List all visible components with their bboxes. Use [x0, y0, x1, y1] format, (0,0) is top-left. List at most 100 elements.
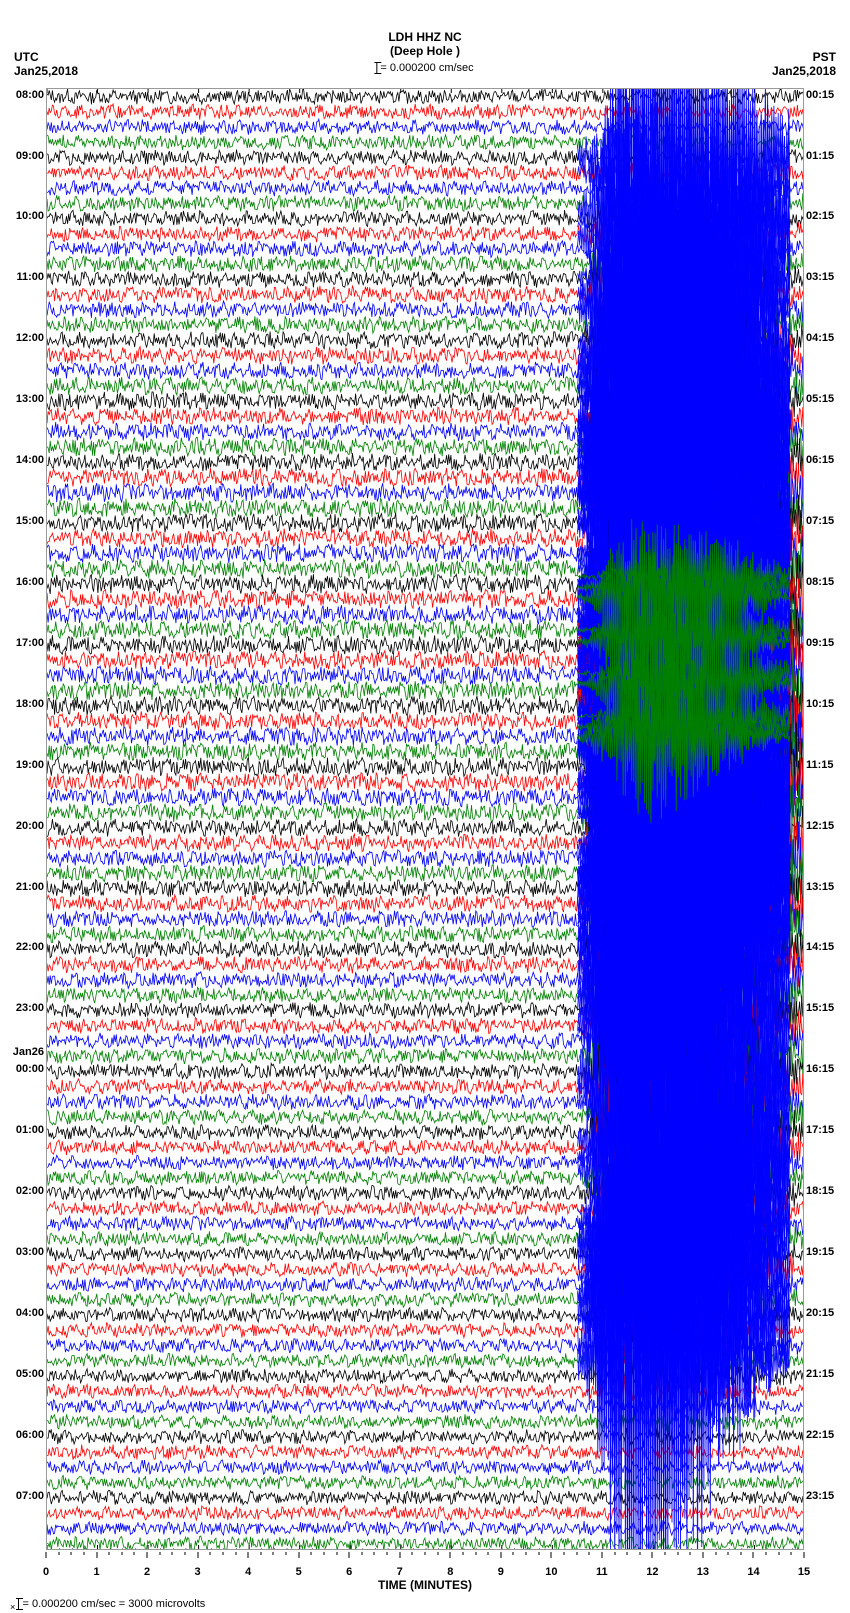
right-time-label: 17:15 [806, 1125, 834, 1136]
x-tick-mark [652, 1552, 653, 1558]
right-time-label: 06:15 [806, 455, 834, 466]
left-time-label: 04:00 [16, 1308, 44, 1319]
left-time-label: 19:00 [16, 760, 44, 771]
x-tick-mark [96, 1552, 97, 1558]
x-minor-tick [336, 1552, 337, 1555]
date-left: Jan25,2018 [14, 64, 78, 78]
right-time-labels: 00:1501:1502:1503:1504:1505:1506:1507:15… [804, 88, 850, 1550]
x-tick-label: 7 [397, 1566, 403, 1578]
tz-left: UTC [14, 50, 78, 64]
right-time-label: 15:15 [806, 1003, 834, 1014]
left-time-label: 02:00 [16, 1186, 44, 1197]
right-time-label: 02:15 [806, 211, 834, 222]
x-minor-tick [71, 1552, 72, 1555]
x-minor-tick [766, 1552, 767, 1555]
right-time-label: 22:15 [806, 1430, 834, 1441]
x-minor-tick [576, 1552, 577, 1555]
x-minor-tick [134, 1552, 135, 1555]
x-tick-label: 6 [346, 1566, 352, 1578]
scale-text: = 0.000200 cm/sec [380, 62, 473, 74]
right-time-label: 09:15 [806, 638, 834, 649]
right-time-label: 11:15 [806, 760, 834, 771]
right-time-label: 23:15 [806, 1491, 834, 1502]
x-tick-mark [450, 1552, 451, 1558]
right-time-label: 00:15 [806, 90, 834, 101]
tz-right: PST [772, 50, 836, 64]
x-minor-tick [121, 1552, 122, 1555]
station-title: LDH HHZ NC (Deep Hole ) [388, 30, 461, 58]
x-tick-mark [702, 1552, 703, 1558]
left-time-label: 05:00 [16, 1369, 44, 1380]
right-time-label: 19:15 [806, 1247, 834, 1258]
left-time-label: 06:00 [16, 1430, 44, 1441]
x-tick-mark [46, 1552, 47, 1558]
x-minor-tick [387, 1552, 388, 1555]
left-time-label: 08:00 [16, 90, 44, 101]
left-time-label: 18:00 [16, 699, 44, 710]
x-tick-label: 0 [43, 1566, 49, 1578]
x-tick-label: 14 [747, 1566, 759, 1578]
left-time-label: 13:00 [16, 394, 44, 405]
x-minor-tick [437, 1552, 438, 1555]
x-minor-tick [639, 1552, 640, 1555]
x-minor-tick [222, 1552, 223, 1555]
x-minor-tick [83, 1552, 84, 1555]
x-tick-mark [551, 1552, 552, 1558]
right-time-label: 12:15 [806, 821, 834, 832]
left-time-label: 10:00 [16, 211, 44, 222]
x-tick-mark [399, 1552, 400, 1558]
x-minor-tick [260, 1552, 261, 1555]
x-axis-label: TIME (MINUTES) [46, 1578, 804, 1592]
x-minor-tick [690, 1552, 691, 1555]
x-minor-tick [273, 1552, 274, 1555]
x-tick-label: 15 [798, 1566, 810, 1578]
x-minor-tick [475, 1552, 476, 1555]
x-minor-tick [526, 1552, 527, 1555]
x-minor-tick [728, 1552, 729, 1555]
x-tick-label: 5 [296, 1566, 302, 1578]
x-minor-tick [627, 1552, 628, 1555]
left-time-label: 03:00 [16, 1247, 44, 1258]
x-minor-tick [488, 1552, 489, 1555]
x-minor-tick [172, 1552, 173, 1555]
x-minor-tick [462, 1552, 463, 1555]
x-tick-label: 11 [596, 1566, 608, 1578]
left-time-label: 14:00 [16, 455, 44, 466]
x-minor-tick [184, 1552, 185, 1555]
x-axis: TIME (MINUTES) 0123456789101112131415 [46, 1552, 804, 1592]
x-minor-tick [677, 1552, 678, 1555]
x-minor-tick [311, 1552, 312, 1555]
x-tick-label: 9 [498, 1566, 504, 1578]
footer-scale: × = 0.000200 cm/sec = 3000 microvolts [10, 1598, 205, 1612]
x-minor-tick [791, 1552, 792, 1555]
left-time-label: 00:00 [16, 1064, 44, 1075]
top-left-header: UTC Jan25,2018 [14, 50, 78, 78]
right-time-label: 04:15 [806, 333, 834, 344]
x-minor-tick [665, 1552, 666, 1555]
x-minor-tick [235, 1552, 236, 1555]
x-minor-tick [159, 1552, 160, 1555]
right-time-label: 03:15 [806, 272, 834, 283]
x-tick-mark [147, 1552, 148, 1558]
seismogram-svg [47, 89, 804, 1550]
x-minor-tick [513, 1552, 514, 1555]
x-minor-tick [778, 1552, 779, 1555]
x-tick-label: 2 [144, 1566, 150, 1578]
date-break-label: Jan26 [13, 1047, 44, 1058]
x-tick-mark [349, 1552, 350, 1558]
x-tick-mark [248, 1552, 249, 1558]
right-time-label: 18:15 [806, 1186, 834, 1197]
left-time-label: 12:00 [16, 333, 44, 344]
scale-bar-icon [18, 1598, 19, 1610]
x-minor-tick [412, 1552, 413, 1555]
x-tick-label: 13 [697, 1566, 709, 1578]
left-time-label: 20:00 [16, 821, 44, 832]
left-time-label: 11:00 [16, 272, 44, 283]
x-minor-tick [58, 1552, 59, 1555]
right-time-label: 16:15 [806, 1064, 834, 1075]
x-tick-mark [753, 1552, 754, 1558]
left-time-label: 09:00 [16, 151, 44, 162]
right-time-label: 07:15 [806, 516, 834, 527]
x-minor-tick [374, 1552, 375, 1555]
x-tick-mark [804, 1552, 805, 1558]
